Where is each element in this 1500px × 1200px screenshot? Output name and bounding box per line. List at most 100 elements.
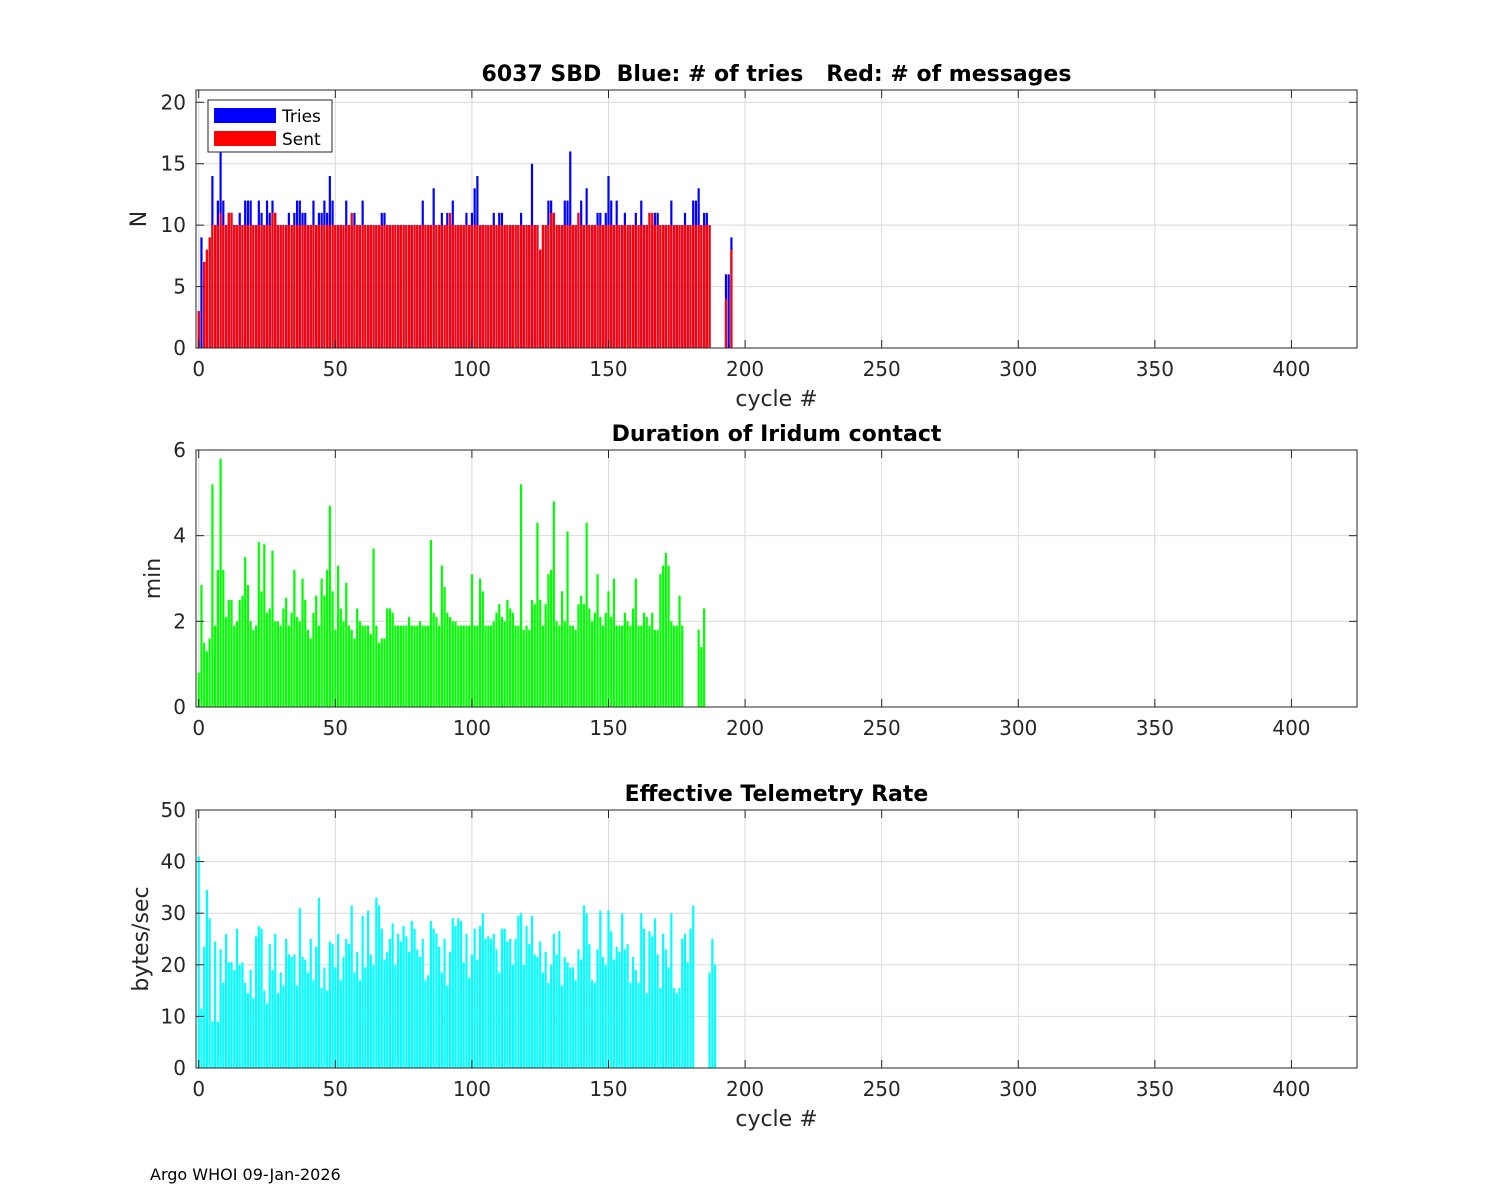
bar-sent: [509, 225, 512, 348]
bar-value: [582, 905, 586, 1068]
bar-sent: [629, 225, 632, 348]
bar-sent: [241, 225, 244, 348]
bar-value: [255, 625, 258, 707]
bar-sent: [563, 225, 566, 348]
bar-value: [566, 531, 569, 707]
bar-sent: [375, 225, 378, 348]
y-tick-label: 0: [173, 695, 186, 719]
bar-value: [489, 625, 493, 707]
bar-value: [539, 599, 542, 707]
bar-sent: [476, 225, 479, 348]
bar-value: [306, 629, 310, 707]
bar-value: [268, 608, 271, 707]
bar-sent: [265, 225, 269, 348]
bar-value: [528, 944, 531, 1068]
bar-value: [506, 941, 509, 1068]
bar-value: [577, 604, 580, 707]
bar-value: [293, 954, 296, 1068]
bar-sent: [364, 225, 367, 348]
bar-value: [293, 569, 296, 707]
bar-sent: [323, 225, 326, 348]
bar-value: [560, 591, 564, 707]
bar-value: [662, 933, 665, 1068]
x-tick-label: 400: [1272, 1077, 1310, 1101]
bar-value: [653, 629, 657, 707]
bar-value: [648, 931, 651, 1068]
bar-sent: [705, 225, 708, 348]
bar-value: [391, 612, 394, 707]
bar-value: [214, 625, 217, 707]
bar-value: [418, 621, 422, 707]
bar-value: [203, 946, 206, 1068]
bar-value: [238, 964, 241, 1068]
y-tick-label: 30: [161, 901, 186, 925]
x-tick-label: 300: [999, 1077, 1037, 1101]
bar-sent: [285, 225, 288, 348]
y-tick-label: 20: [161, 953, 186, 977]
bar-value: [547, 574, 550, 707]
bar-value: [506, 599, 509, 707]
x-tick-label: 300: [999, 357, 1037, 381]
bar-value: [265, 612, 269, 707]
bar-value: [205, 889, 209, 1068]
bar-sent: [386, 225, 389, 348]
bar-value: [631, 957, 635, 1068]
bar-value: [298, 908, 301, 1068]
bar-value: [241, 962, 244, 1068]
bar-value: [345, 939, 348, 1068]
bar-sent: [235, 225, 239, 348]
bar-sent: [377, 225, 381, 348]
bar-value: [315, 595, 318, 707]
bar-value: [555, 621, 558, 707]
bar-value: [246, 993, 249, 1068]
bar-value: [301, 578, 304, 707]
bar-sent: [533, 225, 536, 348]
bar-value: [675, 625, 678, 707]
bar-sent: [391, 225, 394, 348]
bar-value: [588, 608, 591, 707]
bar-value: [484, 939, 487, 1068]
bar-value: [560, 985, 564, 1068]
bar-value: [457, 918, 460, 1068]
bar-sent: [205, 249, 209, 348]
bar-value: [604, 612, 607, 707]
bar-sent: [383, 225, 386, 348]
bar-value: [645, 993, 648, 1068]
bar-value: [637, 625, 640, 707]
bar-value: [211, 484, 214, 707]
bar-value: [320, 988, 323, 1068]
bar-value: [664, 552, 667, 707]
bar-value: [648, 625, 651, 707]
x-axis-label: cycle #: [735, 387, 817, 412]
bar-value: [634, 578, 637, 707]
bar-sent: [197, 311, 200, 348]
bar-value: [492, 933, 495, 1068]
x-tick-label: 250: [863, 1077, 901, 1101]
x-tick-label: 150: [589, 1077, 627, 1101]
bar-value: [334, 629, 337, 707]
bar-sent: [730, 249, 733, 348]
bar-value: [342, 621, 345, 707]
bar-sent: [230, 212, 233, 348]
bar-value: [432, 928, 435, 1068]
bar-value: [451, 621, 454, 707]
bar-value: [533, 954, 536, 1068]
bar-value: [610, 617, 613, 707]
bar-value: [427, 975, 430, 1068]
bar-value: [257, 542, 260, 707]
chart-title: Duration of Iridum contact: [612, 422, 942, 447]
bar-sent: [328, 225, 331, 348]
bar-sent: [454, 225, 457, 348]
x-tick-label: 0: [192, 357, 205, 381]
bar-value: [544, 951, 547, 1068]
bar-value: [279, 625, 282, 707]
bar-value: [541, 972, 545, 1068]
bar-value: [429, 920, 433, 1068]
bar-value: [323, 967, 326, 1068]
bar-sent: [372, 225, 375, 348]
bar-value: [421, 625, 424, 707]
bar-sent: [317, 225, 321, 348]
bar-sent: [577, 212, 580, 348]
bar-sent: [672, 225, 676, 348]
bar-sent: [462, 225, 465, 348]
